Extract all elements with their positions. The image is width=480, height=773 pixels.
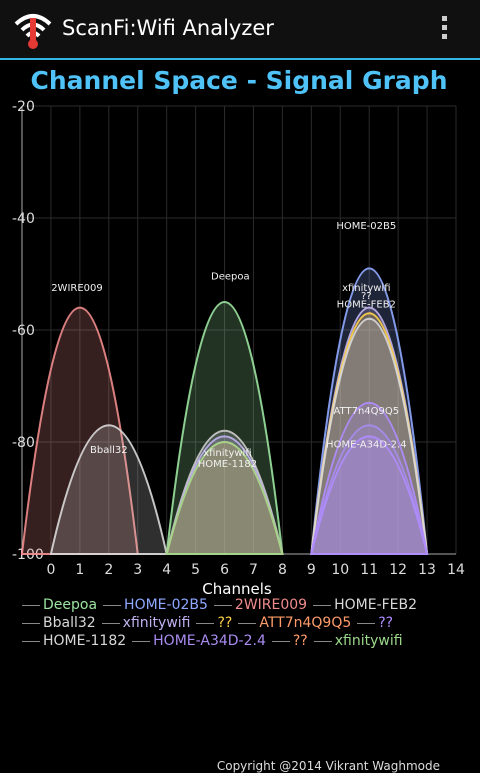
- legend-line: [271, 640, 290, 642]
- legend-label: 2WIRE009: [234, 597, 308, 613]
- signal-graph: 0 1 2 3 4 5 6 7 8 9 10 11 12 13 14-20-40-60-80-100Chan…: [12, 99, 465, 596]
- legend: Deepoa HOME-02B5 2WIRE009 HOME-FEB2 Bball32 x…: [22, 596, 478, 650]
- legend-label: Deepoa: [43, 597, 98, 613]
- legend-label: ??: [378, 615, 394, 631]
- wifi-logo-icon: [14, 14, 52, 49]
- legend-line: [22, 604, 40, 606]
- legend-label: Bball32: [43, 615, 96, 631]
- legend-label: HOME-02B5: [124, 597, 208, 613]
- chart-title: Channel Space - Signal Graph: [30, 66, 448, 95]
- overflow-menu-button[interactable]: [436, 16, 452, 44]
- signal-curve: [165, 441, 284, 555]
- app-title: ScanFi:Wifi Analyzer: [62, 16, 274, 40]
- x-axis-label: Channels: [202, 580, 272, 596]
- legend-item: 2WIRE009: [213, 596, 308, 614]
- x-tick-label: 3: [133, 562, 142, 578]
- x-tick-label: 7: [249, 562, 258, 578]
- legend-line: [103, 604, 122, 606]
- overflow-dot: [441, 25, 447, 30]
- x-tick-label: 5: [191, 562, 200, 578]
- network-label: ATT7n4Q9Q5: [333, 406, 399, 417]
- network-label: HOME-02B5: [336, 221, 396, 232]
- signal-curve: [310, 435, 429, 555]
- legend-label: ??: [292, 633, 308, 649]
- legend-line: [313, 640, 332, 642]
- legend-item: ??: [357, 614, 393, 632]
- legend-line: [22, 640, 40, 642]
- legend-label: HOME-A34D-2.4: [153, 633, 266, 649]
- x-tick-label: 0: [46, 562, 55, 578]
- signal-curve: [20, 306, 139, 555]
- network-label: 2WIRE009: [51, 283, 103, 294]
- network-label: xfinitywifi: [342, 283, 390, 294]
- app-bar: ScanFi:Wifi Analyzer: [0, 0, 480, 60]
- y-tick-label: -40: [12, 211, 35, 227]
- legend-item: xfinitywifi: [313, 632, 403, 650]
- y-tick-label: -20: [12, 99, 35, 115]
- network-label: ??: [361, 291, 372, 302]
- network-label: HOME-A34D-2.4: [326, 440, 407, 451]
- network-label: Bball32: [90, 445, 128, 456]
- overflow-dot: [441, 34, 447, 39]
- legend-line: [22, 622, 40, 624]
- legend-item: ??: [271, 632, 308, 650]
- x-tick-label: 1: [75, 562, 84, 578]
- legend-line: [357, 622, 376, 624]
- y-tick-label: -80: [12, 435, 35, 451]
- signal-curve: [310, 424, 429, 555]
- x-tick-label: 9: [307, 562, 316, 578]
- legend-label: ATT7n4Q9Q5: [259, 615, 352, 631]
- y-tick-label: -60: [12, 323, 35, 339]
- network-label: Deepoa: [211, 272, 250, 283]
- legend-line: [101, 622, 120, 624]
- x-tick-label: 8: [278, 562, 287, 578]
- legend-label: HOME-1182: [43, 633, 127, 649]
- signal-curve: [310, 267, 429, 555]
- signal-curve: [310, 401, 429, 555]
- legend-label: ??: [217, 615, 233, 631]
- legend-item: HOME-A34D-2.4: [132, 632, 266, 650]
- legend-item: HOME-1182: [22, 632, 126, 650]
- x-tick-label: 14: [447, 562, 465, 578]
- x-tick-label: 2: [104, 562, 113, 578]
- copyright-text: Copyright @2014 Vikrant Waghmode: [216, 759, 440, 773]
- network-label: xfinitywifi: [203, 448, 251, 459]
- legend-label: xfinitywifi: [334, 633, 403, 649]
- legend-label: xfinitywifi: [122, 615, 191, 631]
- x-tick-label: 4: [162, 562, 171, 578]
- x-tick-label: 12: [389, 562, 407, 578]
- legend-line: [132, 640, 151, 642]
- legend-item: Deepoa: [22, 596, 97, 614]
- legend-item: HOME-02B5: [103, 596, 208, 614]
- legend-item: Bball32: [22, 614, 96, 632]
- legend-item: ??: [196, 614, 232, 632]
- overflow-dot: [441, 16, 447, 21]
- legend-line: [213, 604, 232, 606]
- legend-item: xfinitywifi: [101, 614, 191, 632]
- legend-line: [238, 622, 257, 624]
- x-tick-label: 10: [331, 562, 349, 578]
- legend-label: HOME-FEB2: [334, 597, 418, 613]
- signal-curve: [165, 301, 284, 555]
- legend-item: ATT7n4Q9Q5: [238, 614, 351, 632]
- x-tick-label: 13: [418, 562, 436, 578]
- network-label: HOME-1182: [198, 459, 257, 470]
- network-label: HOME-FEB2: [337, 300, 396, 311]
- x-tick-label: 11: [360, 562, 378, 578]
- legend-item: HOME-FEB2: [313, 596, 417, 614]
- x-tick-label: 6: [220, 562, 229, 578]
- legend-line: [196, 622, 215, 624]
- signal-curve: [49, 424, 168, 555]
- legend-line: [313, 604, 332, 606]
